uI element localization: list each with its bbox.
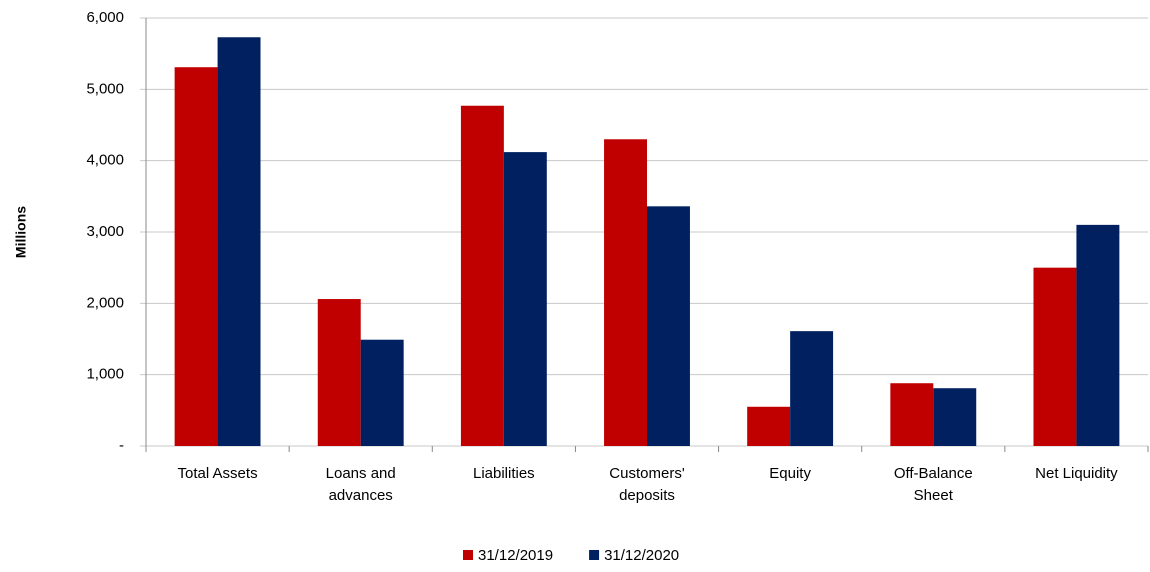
y-tick-label: 2,000 — [86, 294, 124, 311]
x-tick-label: Net Liquidity — [1035, 465, 1118, 482]
bar — [647, 206, 690, 446]
bar — [790, 331, 834, 446]
x-tick-label: Equity — [769, 465, 811, 482]
bar — [1033, 267, 1077, 446]
bar — [217, 37, 261, 446]
legend-label: 31/12/2020 — [604, 547, 679, 564]
x-tick-label: Loans and advances — [325, 465, 396, 504]
bar — [1076, 224, 1120, 446]
bar — [933, 388, 977, 446]
bar — [890, 383, 934, 446]
bar — [503, 152, 547, 446]
legend-swatch — [589, 550, 600, 560]
y-tick-label: 6,000 — [86, 9, 124, 26]
legend-label: 31/12/2019 — [478, 547, 553, 564]
y-tick-label: 3,000 — [86, 223, 124, 240]
bar — [174, 67, 218, 446]
y-tick-label: 5,000 — [86, 80, 124, 97]
bar — [317, 299, 361, 446]
bar — [604, 139, 647, 446]
bar — [460, 105, 504, 447]
y-tick-label: - — [119, 437, 124, 454]
legend-swatch — [463, 550, 473, 560]
x-tick-label: Customers' deposits — [609, 465, 685, 504]
y-axis-label: Millions — [13, 206, 29, 258]
y-tick-label: 4,000 — [86, 152, 124, 169]
x-tick-label: Total Assets — [177, 465, 258, 482]
bar — [747, 406, 791, 446]
x-tick-label: Liabilities — [472, 465, 535, 482]
x-tick-label: Off-Balance Sheet — [893, 465, 973, 504]
y-tick-label: 1,000 — [86, 366, 124, 383]
bar — [360, 339, 404, 446]
